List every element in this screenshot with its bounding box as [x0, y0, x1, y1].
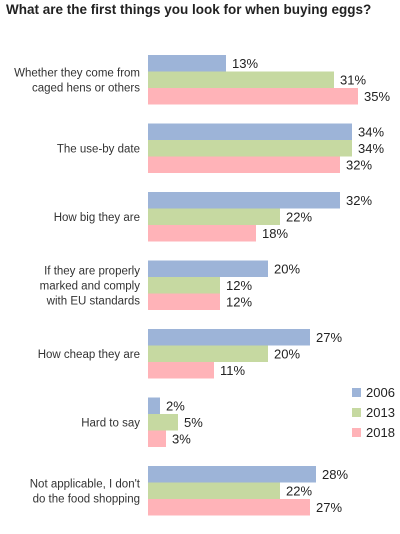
data-label: 20% — [274, 346, 300, 361]
bar-2006 — [148, 260, 268, 277]
data-label: 13% — [232, 56, 258, 71]
bar-2006 — [148, 329, 310, 346]
category-label: How big they are — [54, 212, 140, 224]
data-label: 22% — [286, 209, 312, 224]
data-label: 34% — [358, 141, 384, 156]
data-label: 22% — [286, 483, 312, 498]
category-label: How cheap they are — [38, 349, 140, 361]
bar-2018 — [148, 499, 310, 516]
category-label: do the food shopping — [33, 493, 140, 505]
category-label: with EU standards — [46, 295, 141, 307]
bar-2006 — [148, 192, 340, 209]
data-label: 12% — [226, 278, 252, 293]
category-label: The use-by date — [57, 143, 140, 155]
bar-2006 — [148, 466, 316, 483]
data-label: 27% — [316, 330, 342, 345]
bar-2013 — [148, 208, 280, 225]
category-label: marked and comply — [40, 280, 141, 292]
bar-2006 — [148, 123, 352, 140]
data-label: 32% — [346, 157, 372, 172]
bar-2018 — [148, 293, 220, 310]
category-label: If they are properly — [44, 265, 140, 277]
bar-2006 — [148, 55, 226, 72]
legend-label-2006: 2006 — [366, 385, 395, 400]
bar-2013 — [148, 482, 280, 499]
bar-2013 — [148, 140, 352, 157]
bar-2013 — [148, 414, 178, 431]
legend: 2006 2013 2018 — [352, 385, 395, 440]
bar-2018 — [148, 88, 358, 105]
data-label: 31% — [340, 72, 366, 87]
chart-title: What are the first things you look for w… — [6, 2, 372, 17]
data-label: 18% — [262, 226, 288, 241]
category-label: Not applicable, I don't — [30, 478, 141, 490]
bar-2013 — [148, 345, 268, 362]
legend-label-2018: 2018 — [366, 425, 395, 440]
data-label: 5% — [184, 415, 203, 430]
bar-2018 — [148, 430, 166, 447]
bar-2018 — [148, 362, 214, 379]
data-label: 12% — [226, 294, 252, 309]
data-label: 3% — [172, 431, 191, 446]
data-label: 11% — [220, 363, 245, 378]
data-label: 28% — [322, 467, 348, 482]
bar-2013 — [148, 71, 334, 88]
bar-2018 — [148, 225, 256, 242]
labels-layer: Whether they come from caged hens or othe… — [14, 56, 390, 515]
bar-2018 — [148, 156, 340, 173]
legend-swatch-2006 — [352, 388, 361, 397]
category-label: caged hens or others — [32, 82, 140, 94]
legend-swatch-2018 — [352, 428, 361, 437]
data-label: 20% — [274, 261, 300, 276]
bar-2013 — [148, 277, 220, 294]
legend-swatch-2013 — [352, 408, 361, 417]
legend-label-2013: 2013 — [366, 405, 395, 420]
category-label: Hard to say — [81, 417, 140, 429]
category-label: Whether they come from — [14, 67, 140, 79]
bar-2006 — [148, 397, 160, 414]
bars-layer — [148, 55, 358, 516]
data-label: 34% — [358, 124, 384, 139]
data-label: 27% — [316, 500, 342, 515]
data-label: 2% — [166, 398, 185, 413]
data-label: 32% — [346, 193, 372, 208]
data-label: 35% — [364, 89, 390, 104]
